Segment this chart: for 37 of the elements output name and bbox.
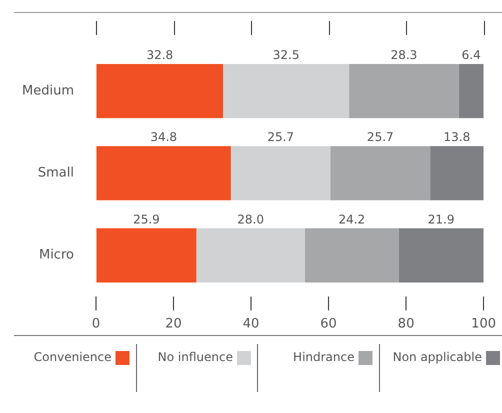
data-label: 25.7 bbox=[366, 130, 394, 144]
bar bbox=[458, 64, 484, 118]
data-label: 34.8 bbox=[150, 130, 178, 144]
bar bbox=[96, 228, 196, 282]
bar bbox=[304, 228, 399, 282]
bar bbox=[230, 146, 330, 200]
y-tick-label: Small bbox=[38, 166, 74, 181]
data-label: 25.9 bbox=[133, 212, 160, 226]
bar bbox=[96, 146, 231, 200]
data-label: 21.9 bbox=[428, 212, 455, 226]
data-label: 24.2 bbox=[338, 212, 366, 226]
legend-label: Convenience bbox=[34, 350, 112, 364]
bar bbox=[430, 146, 484, 200]
data-label: 13.8 bbox=[443, 130, 470, 144]
data-label: 28.0 bbox=[237, 212, 264, 226]
data-label: 6.4 bbox=[462, 48, 481, 62]
x-tick-label: 80 bbox=[398, 316, 414, 332]
bar bbox=[196, 228, 305, 282]
x-tick-label: 40 bbox=[242, 316, 260, 332]
data-label: 32.5 bbox=[272, 48, 300, 62]
bar bbox=[349, 64, 459, 118]
x-tick-label: 20 bbox=[165, 316, 182, 332]
bar bbox=[398, 228, 484, 282]
legend-label: No influence bbox=[158, 350, 233, 364]
y-tick-label: Micro bbox=[38, 248, 74, 263]
bar bbox=[96, 64, 224, 118]
x-tick-label: 100 bbox=[471, 316, 496, 332]
y-tick-label: Medium bbox=[22, 83, 74, 98]
data-label: 32.8 bbox=[146, 48, 174, 62]
x-tick-label: 0 bbox=[92, 316, 100, 332]
x-tick-label: 60 bbox=[320, 316, 337, 332]
data-label: 28.3 bbox=[390, 48, 418, 62]
bar bbox=[330, 146, 430, 200]
legend-label: Hindrance bbox=[293, 350, 354, 364]
bar bbox=[223, 64, 350, 118]
legend-label: Non applicable bbox=[392, 350, 482, 364]
data-label: 25.7 bbox=[267, 130, 294, 144]
